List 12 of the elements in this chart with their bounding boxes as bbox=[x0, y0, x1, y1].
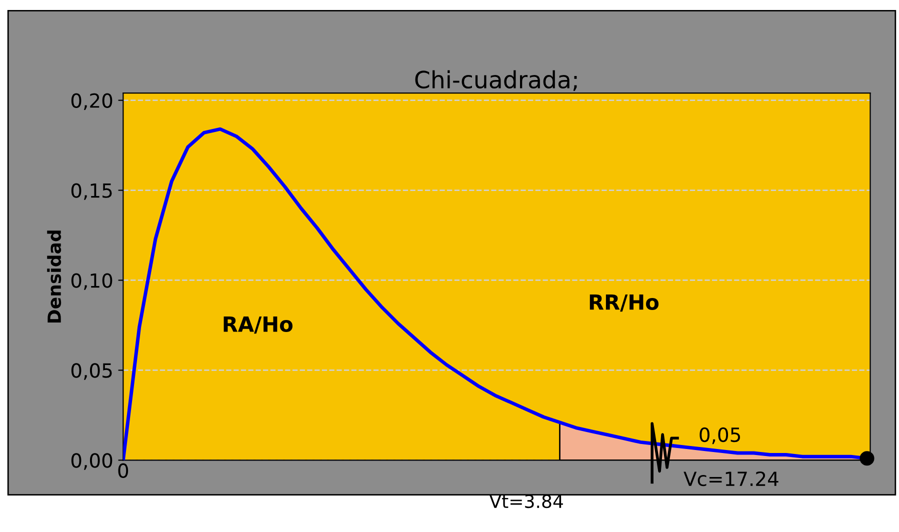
chart-title: Chi-cuadrada; bbox=[415, 70, 577, 91]
y-tick-label: 0,00 bbox=[71, 453, 112, 470]
annotation: RA/Ho bbox=[224, 316, 292, 334]
y-tick-label: 0,05 bbox=[71, 363, 112, 380]
y-tick-label: 0,10 bbox=[71, 273, 112, 290]
text: Vc=17.24 bbox=[684, 471, 778, 486]
annotation: 0,05 bbox=[700, 427, 740, 444]
y-tick-label: 0,15 bbox=[71, 183, 112, 200]
annotation: RR/Ho bbox=[590, 294, 659, 312]
y-axis-title: Densidad bbox=[47, 230, 62, 323]
y-tick-label: 0,20 bbox=[71, 93, 112, 110]
x-tick-label: 0 bbox=[118, 463, 128, 478]
